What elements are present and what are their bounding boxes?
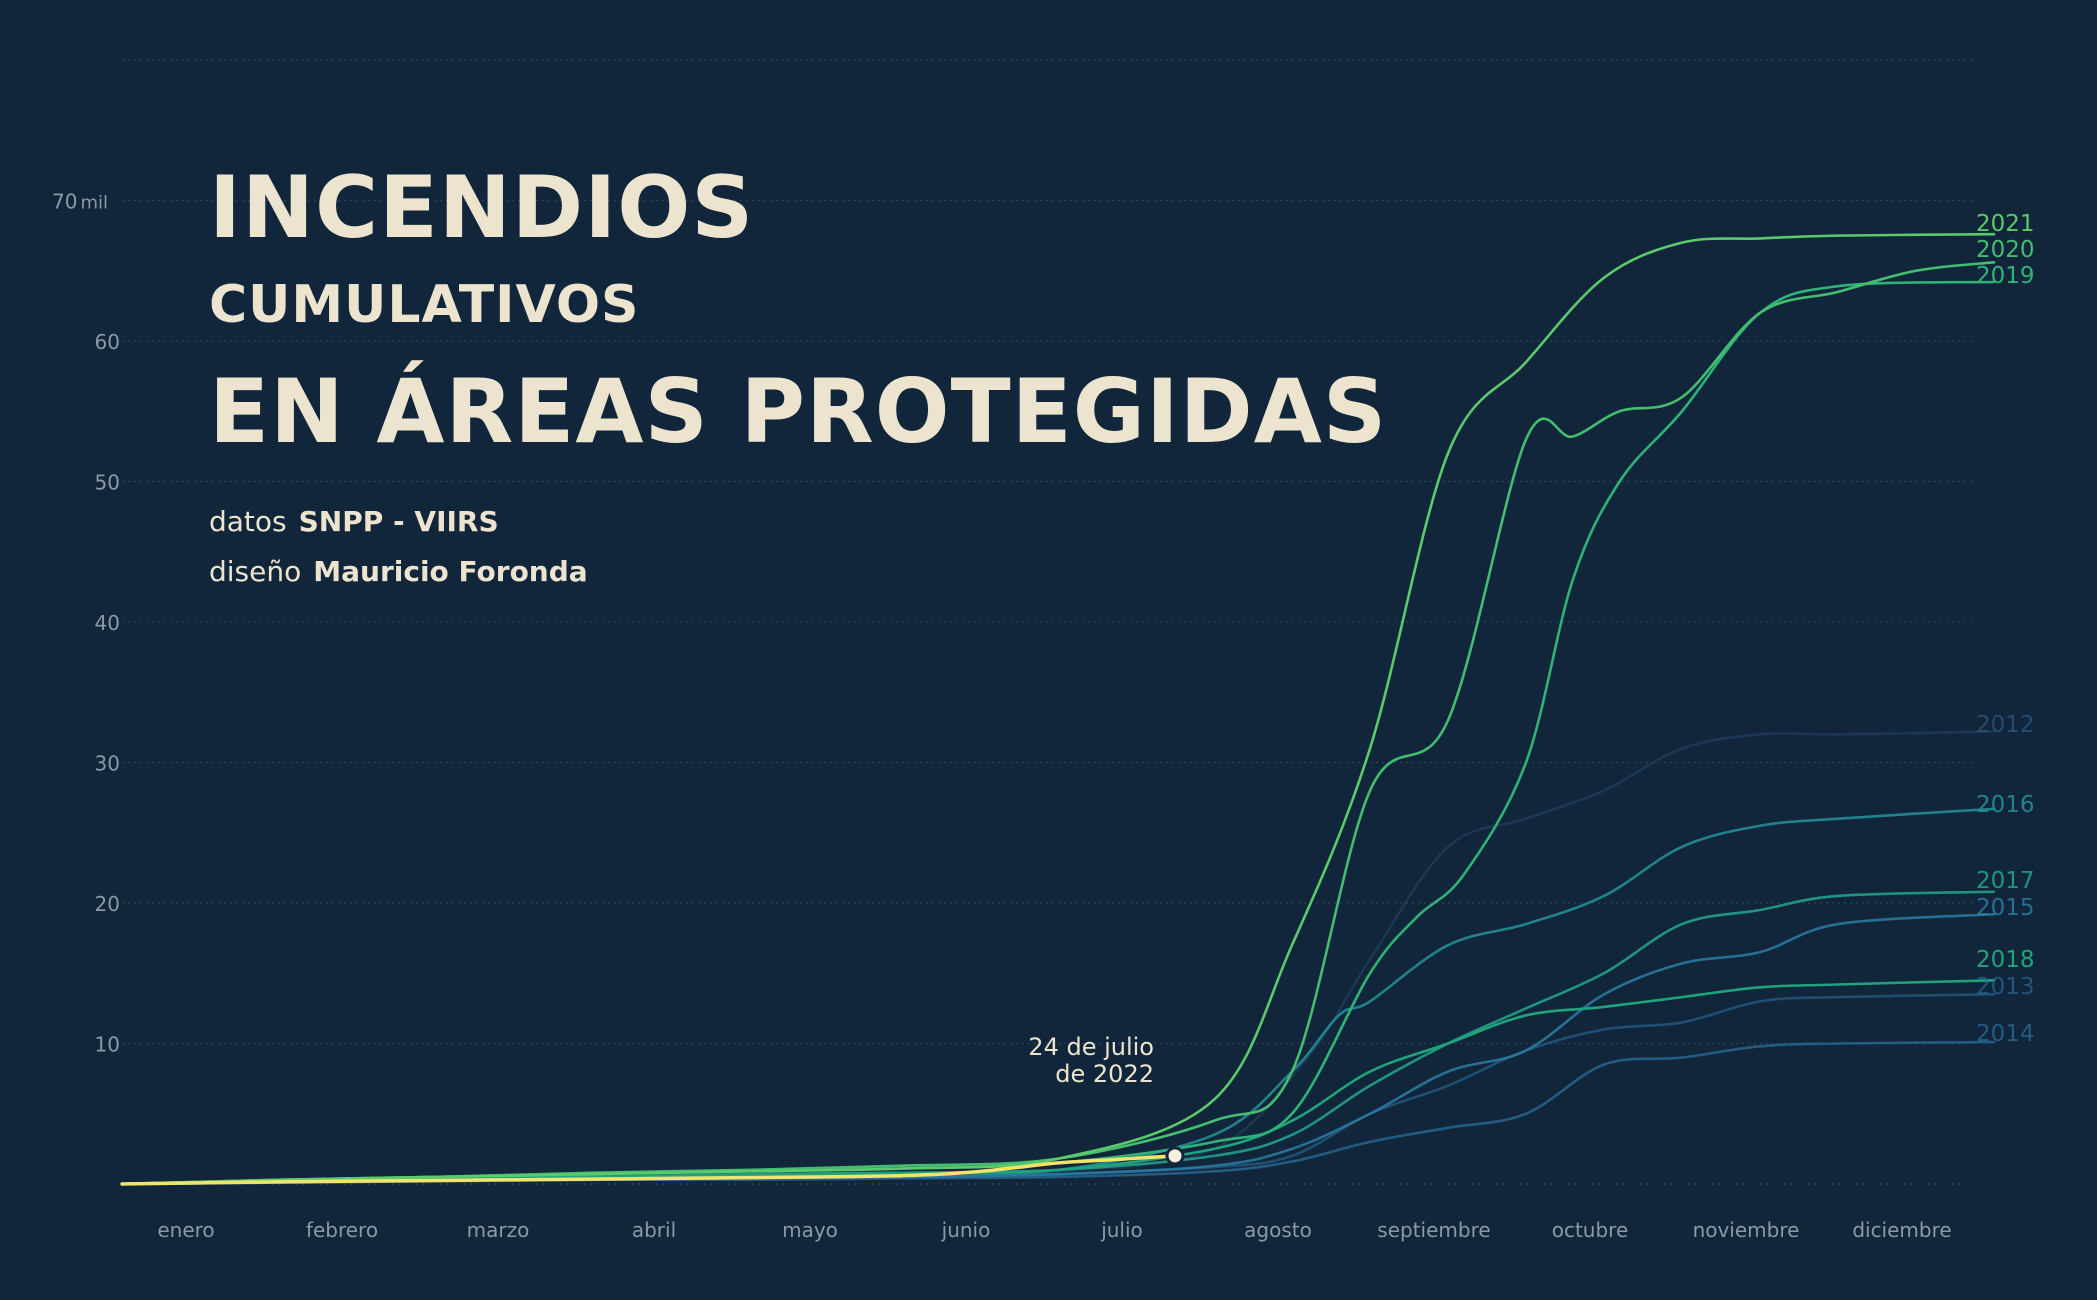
design-value: Mauricio Foronda	[313, 555, 588, 588]
x-tick-label: julio	[1100, 1218, 1143, 1242]
grid-lines	[122, 59, 1972, 1185]
series-label-2018: 2018	[1976, 947, 2035, 973]
data-source-label: datos	[209, 505, 287, 538]
y-tick-label: 60	[95, 330, 120, 354]
data-source-value: SNPP - VIIRS	[298, 505, 499, 538]
series-line-2016	[120, 807, 1996, 1186]
y-tick-label: 30	[95, 752, 120, 776]
x-tick-label: marzo	[467, 1218, 530, 1242]
series-label-2021: 2021	[1976, 211, 2035, 237]
series-label-2013: 2013	[1976, 974, 2035, 1000]
y-tick-label: 70 mil	[52, 190, 108, 214]
series-label-2012: 2012	[1976, 712, 2035, 738]
y-tick-label: 40	[95, 611, 120, 635]
data-source-credit: datos SNPP - VIIRS	[209, 505, 499, 538]
series-label-2017: 2017	[1976, 868, 2035, 894]
annotation-line-1: 24 de julio	[1028, 1033, 1154, 1061]
series-lines	[120, 232, 1996, 1186]
annotation-line-2: de 2022	[1055, 1060, 1154, 1088]
series-line-2020	[120, 261, 1996, 1186]
y-tick-label: 20	[95, 892, 120, 916]
y-tick-label: 10	[95, 1033, 120, 1057]
series-line-2021	[120, 232, 1996, 1186]
x-tick-label: octubre	[1552, 1218, 1629, 1242]
title-line-2: CUMULATIVOS	[209, 275, 640, 335]
x-axis-labels: enero febrero marzo abril mayo junio julio agos…	[157, 1218, 1951, 1242]
x-tick-label: junio	[941, 1218, 991, 1242]
x-tick-label: abril	[632, 1218, 676, 1242]
date-annotation: 24 de julio de 2022	[1028, 1033, 1154, 1088]
series-line-2022	[120, 1154, 1177, 1186]
y-tick-label: 50	[95, 471, 120, 495]
title-line-3: EN ÁREAS PROTEGIDAS	[209, 360, 1388, 463]
series-label-2014: 2014	[1976, 1021, 2035, 1047]
x-tick-label: enero	[157, 1218, 214, 1242]
x-tick-label: agosto	[1244, 1218, 1312, 1242]
series-label-2016: 2016	[1976, 792, 2035, 818]
x-tick-label: noviembre	[1693, 1218, 1800, 1242]
series-label-2015: 2015	[1976, 895, 2035, 921]
series-line-2013	[120, 993, 1996, 1186]
series-label-2020: 2020	[1976, 237, 2035, 263]
series-label-2019: 2019	[1976, 263, 2035, 289]
x-tick-label: febrero	[306, 1218, 378, 1242]
current-point-marker	[1165, 1146, 1185, 1166]
design-credit: diseño Mauricio Foronda	[209, 555, 588, 588]
x-tick-label: diciembre	[1852, 1218, 1951, 1242]
y-axis-labels: 10 20 30 40 50 60 70 mil	[52, 190, 120, 1057]
title-line-1: INCENDIOS	[209, 158, 755, 258]
x-tick-label: septiembre	[1377, 1218, 1490, 1242]
x-tick-label: mayo	[782, 1218, 838, 1242]
design-label: diseño	[209, 555, 302, 588]
